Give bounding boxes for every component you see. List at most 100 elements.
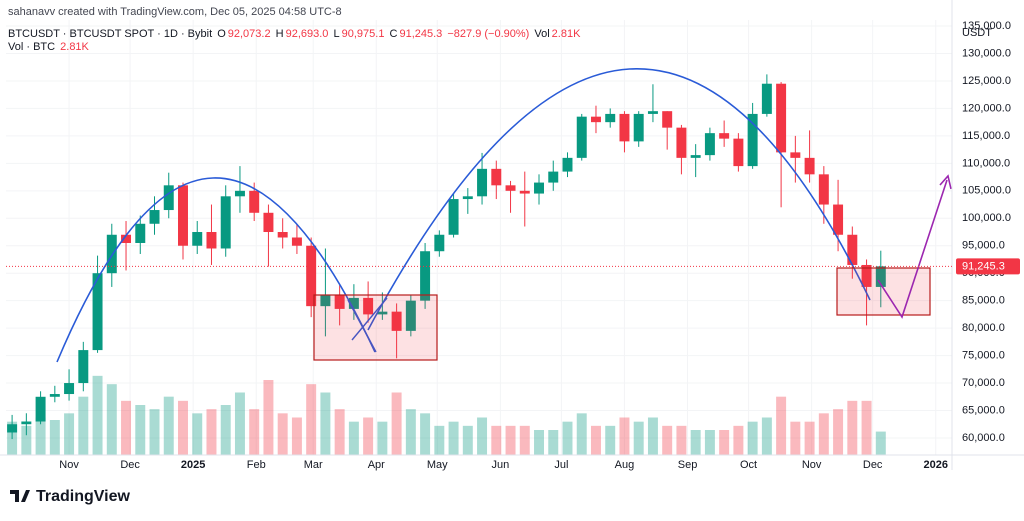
ohlc-value: 92,073.2 bbox=[227, 28, 271, 40]
candle-body bbox=[78, 350, 89, 384]
candle-body bbox=[462, 196, 473, 200]
credit: sahanavv created with TradingView.com, D… bbox=[8, 6, 342, 18]
y-tick-label: 110,000.0 bbox=[962, 157, 1010, 169]
candle-body bbox=[605, 113, 616, 123]
x-tick-label: Sep bbox=[678, 459, 698, 471]
x-tick-label: Mar bbox=[304, 459, 323, 471]
candle-body bbox=[477, 168, 488, 197]
volume-bar bbox=[220, 405, 231, 455]
candle-body bbox=[334, 295, 345, 309]
x-tick-label: 2025 bbox=[181, 459, 205, 471]
candle-body bbox=[149, 210, 160, 224]
candle-body bbox=[804, 157, 815, 175]
x-tick-label: Oct bbox=[740, 459, 757, 471]
volume-bar bbox=[505, 425, 516, 455]
volume-bar bbox=[249, 409, 260, 455]
candle-body bbox=[861, 264, 872, 287]
candle-body bbox=[448, 199, 459, 235]
cross-line bbox=[347, 299, 377, 353]
projection-path bbox=[877, 179, 948, 319]
candle-body bbox=[434, 234, 445, 252]
y-tick-label: 100,000.0 bbox=[962, 212, 1011, 224]
volume-bar bbox=[534, 430, 544, 455]
candle-body bbox=[662, 111, 673, 128]
candle-body bbox=[548, 171, 559, 183]
axes: 60,000.0 65,000.0 70,000.0 75,000.0 80,000.0… bbox=[6, 20, 1020, 471]
candle-body bbox=[690, 155, 701, 158]
candle-body bbox=[234, 190, 245, 197]
y-tick-label: 65,000.0 bbox=[962, 404, 1005, 416]
volume-legend: Vol · BTC 2.81K bbox=[8, 41, 91, 53]
x-tick-label: Nov bbox=[802, 459, 822, 471]
volume-bar bbox=[206, 409, 217, 455]
candle-body bbox=[192, 232, 203, 246]
candle-body bbox=[790, 152, 801, 158]
candle-body bbox=[106, 234, 117, 274]
volume-bar bbox=[149, 409, 160, 455]
volume-bar bbox=[92, 375, 103, 455]
candle-body bbox=[320, 295, 331, 307]
candle-body bbox=[704, 133, 715, 156]
candle-body bbox=[277, 232, 288, 238]
x-tick-label: Dec bbox=[120, 459, 140, 471]
volume-bar bbox=[590, 425, 601, 455]
volume-bar bbox=[761, 417, 772, 455]
volume-bar bbox=[178, 400, 188, 455]
ohlc-label: O bbox=[217, 28, 226, 40]
ohlc-label: C bbox=[389, 28, 398, 40]
x-tick-label: Dec bbox=[863, 459, 883, 471]
volume-bar bbox=[192, 413, 203, 455]
candle-layer bbox=[7, 74, 886, 440]
volume-bar bbox=[64, 413, 75, 455]
range-box bbox=[836, 267, 931, 316]
grid bbox=[6, 20, 952, 455]
last-price-tag bbox=[956, 258, 1020, 275]
volume-bar bbox=[662, 425, 673, 455]
brand-logo bbox=[10, 490, 30, 502]
last-price-label: 91,245.3 bbox=[962, 260, 1005, 272]
candle-body bbox=[420, 251, 431, 301]
x-tick-label: Feb bbox=[247, 459, 266, 471]
volume-bar bbox=[21, 425, 32, 455]
x-tick-label: Apr bbox=[368, 459, 385, 471]
vol-label: Vol bbox=[534, 28, 550, 40]
candle-body bbox=[562, 157, 573, 172]
x-tick-label: Jun bbox=[491, 459, 509, 471]
annotations bbox=[56, 67, 952, 363]
symbol: BTCUSDT · BTCUSDT SPOT · 1D · Bybit bbox=[8, 28, 213, 40]
volume-bar bbox=[363, 417, 374, 455]
candle-body bbox=[49, 394, 60, 397]
volume-bar bbox=[605, 425, 616, 455]
vol-study: Vol · BTC bbox=[8, 41, 56, 53]
x-tick-label: Aug bbox=[615, 459, 635, 471]
x-tick-label: 2026 bbox=[923, 459, 947, 471]
candle-body bbox=[377, 311, 388, 315]
volume-bar bbox=[277, 413, 288, 455]
volume-layer bbox=[7, 375, 886, 455]
candle-body bbox=[818, 174, 829, 205]
candle-body bbox=[676, 127, 687, 158]
volume-bar bbox=[334, 409, 345, 455]
volume-bar bbox=[234, 392, 245, 455]
candle-body bbox=[534, 182, 544, 194]
y-tick-label: 80,000.0 bbox=[962, 322, 1005, 334]
y-tick-label: 60,000.0 bbox=[962, 432, 1005, 444]
candle-body bbox=[519, 190, 530, 194]
brand: TradingView bbox=[10, 488, 131, 505]
y-tick-label: 75,000.0 bbox=[962, 349, 1005, 361]
candle-body bbox=[348, 297, 359, 309]
volume-bar bbox=[633, 421, 644, 455]
y-tick-label: 125,000.0 bbox=[962, 75, 1011, 87]
brand-name: TradingView bbox=[36, 488, 131, 505]
volume-bar bbox=[477, 417, 488, 455]
y-tick-label: 115,000.0 bbox=[962, 130, 1010, 142]
candle-body bbox=[747, 113, 758, 167]
candle-body bbox=[619, 113, 630, 142]
candle-body bbox=[363, 297, 374, 315]
cross-line bbox=[351, 297, 388, 341]
vol-study-value: 2.81K bbox=[60, 41, 89, 53]
y-tick-label: 95,000.0 bbox=[962, 240, 1005, 252]
ohlc-label: H bbox=[275, 28, 284, 40]
candle-body bbox=[92, 273, 103, 351]
